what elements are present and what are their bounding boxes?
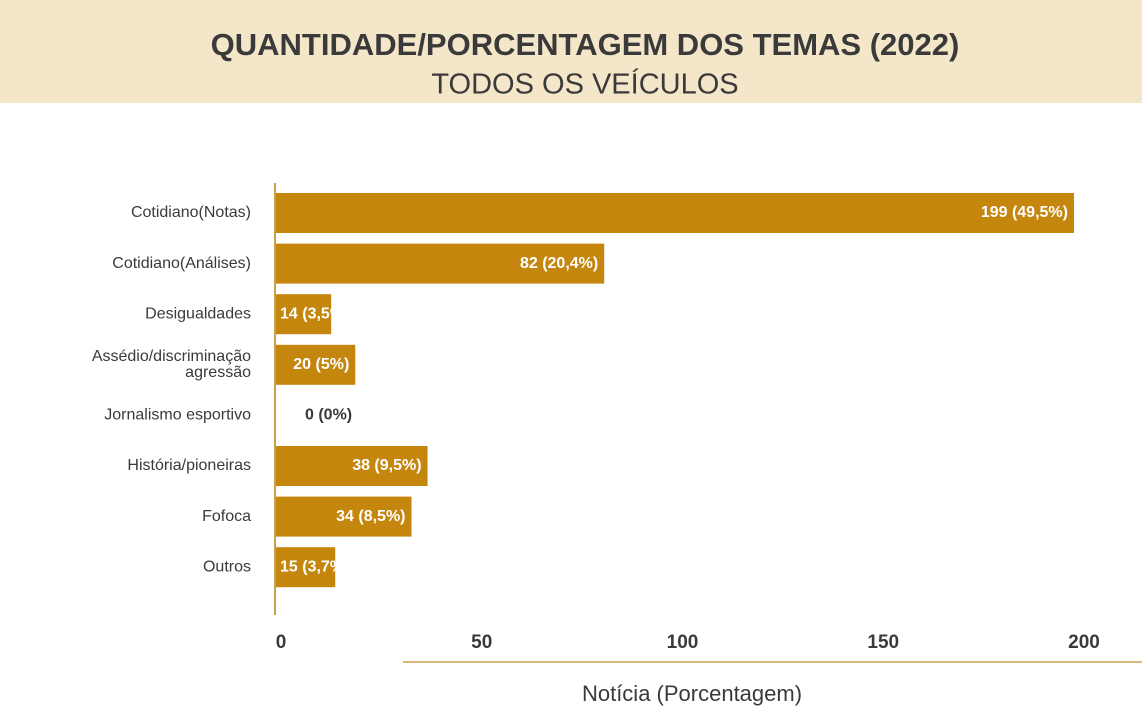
bar bbox=[275, 344, 356, 385]
chart-title: QUANTIDADE/PORCENTAGEM DOS TEMAS (2022) bbox=[211, 27, 960, 62]
bar bbox=[275, 446, 428, 486]
bar bbox=[275, 193, 1074, 233]
value-label: 34 (8,5%) bbox=[336, 508, 405, 525]
value-label: 82 (20,4%) bbox=[520, 255, 598, 272]
x-tick-label: 200 bbox=[1068, 632, 1100, 653]
value-label: 199 (49,5%) bbox=[981, 204, 1068, 221]
chart-subtitle: TODOS OS VEÍCULOS bbox=[431, 68, 738, 101]
bar bbox=[275, 496, 412, 537]
x-axis-label: Notícia (Porcentagem) bbox=[582, 681, 802, 706]
value-label: 20 (5%) bbox=[293, 356, 349, 373]
y-tick-label: Jornalismo esportivo bbox=[104, 407, 251, 424]
bar bbox=[275, 294, 332, 335]
bar bbox=[275, 243, 605, 284]
value-label: 14 (3,5%) bbox=[280, 305, 349, 322]
y-tick-label: História/pioneiras bbox=[127, 457, 251, 474]
y-tick-label: Outros bbox=[203, 558, 251, 575]
x-tick-label: 50 bbox=[471, 632, 492, 653]
value-label: 38 (9,5%) bbox=[352, 457, 421, 474]
x-tick-label: 100 bbox=[667, 632, 699, 653]
y-tick-label: Desigualdades bbox=[145, 305, 251, 322]
y-tick-label: Fofoca bbox=[202, 508, 251, 525]
x-tick-label: 0 bbox=[276, 632, 287, 653]
value-label: 0 (0%) bbox=[305, 407, 352, 424]
bar bbox=[275, 547, 336, 588]
value-label: 15 (3,7%) bbox=[280, 558, 349, 575]
title-band bbox=[0, 0, 1142, 103]
y-tick-label: Assédio/discriminação agressão bbox=[92, 348, 251, 381]
x-tick-label: 150 bbox=[867, 632, 899, 653]
y-tick-label: Cotidiano(Notas) bbox=[131, 204, 251, 221]
y-tick-label: Cotidiano(Análises) bbox=[112, 255, 251, 272]
